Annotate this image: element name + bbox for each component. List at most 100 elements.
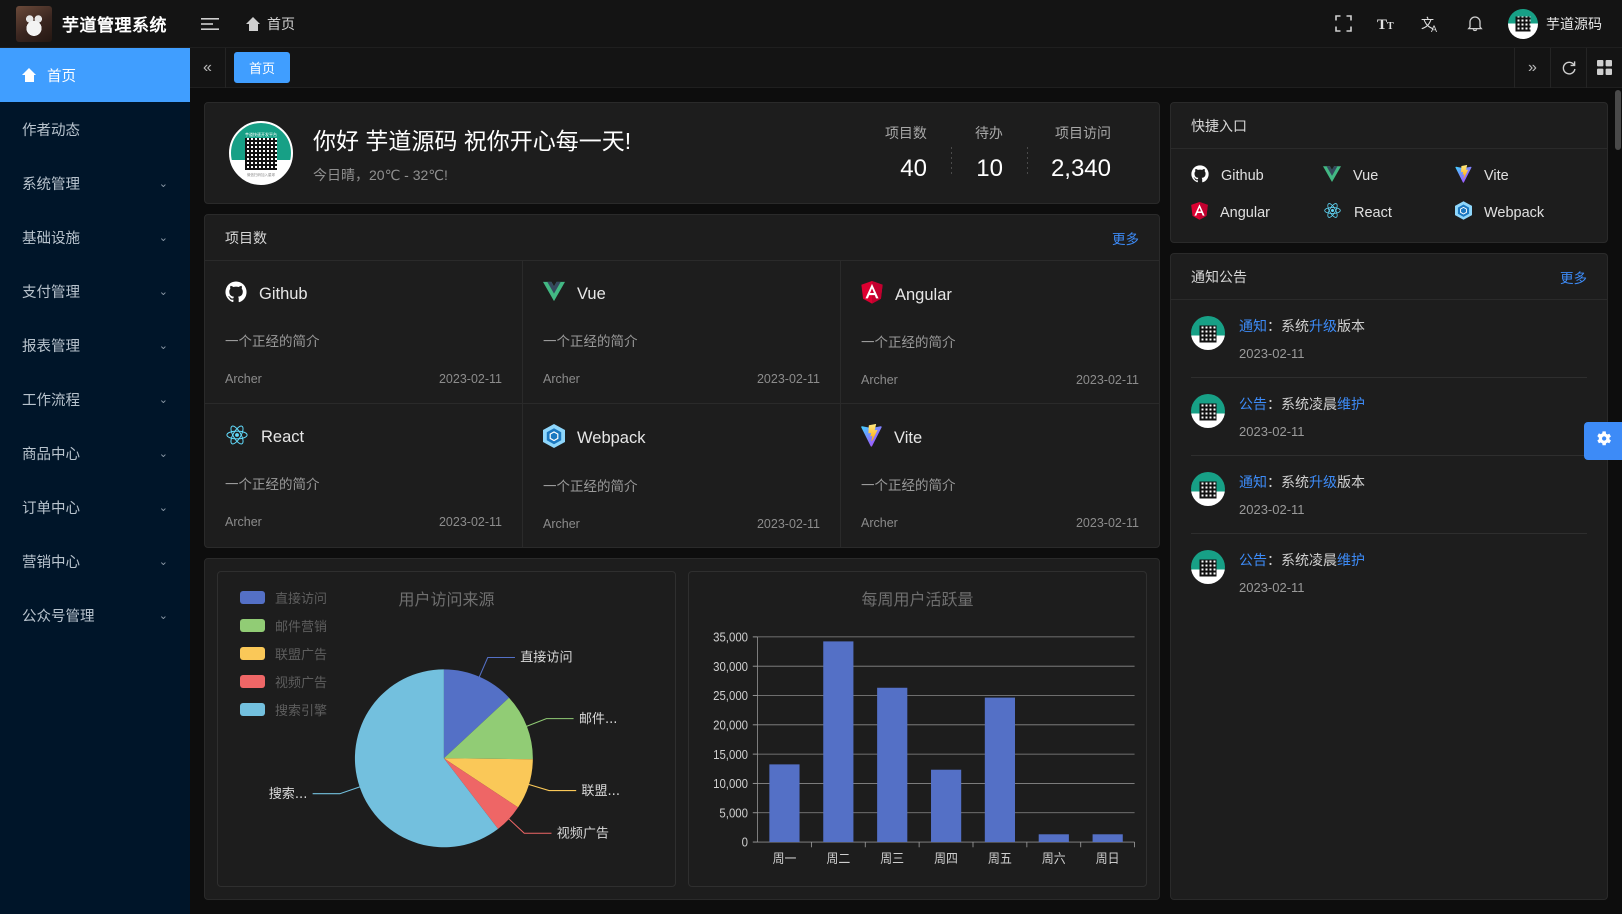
project-card-react[interactable]: React 一个正经的简介 Archer 2023-02-11 (205, 404, 523, 547)
legend-item[interactable]: 直接访问 (240, 588, 327, 607)
notice-date: 2023-02-11 (1239, 502, 1305, 517)
project-card-vue[interactable]: Vue 一个正经的简介 Archer 2023-02-11 (523, 261, 841, 404)
translate-icon[interactable]: 文 A (1410, 0, 1452, 48)
sidebar-item-infra[interactable]: 基础设施 ⌄ (0, 210, 190, 264)
sidebar-item-workflow[interactable]: 工作流程 ⌄ (0, 372, 190, 426)
pie-slice[interactable] (443, 697, 533, 760)
legend-item[interactable]: 联盟广告 (240, 644, 327, 663)
project-desc: 一个正经的简介 (861, 478, 956, 493)
pie-callout-label: 联盟... (581, 783, 620, 799)
page-scrollbar-thumb[interactable] (1615, 90, 1621, 150)
legend-label: 邮件营销 (275, 619, 328, 634)
font-size-icon[interactable]: T T (1366, 0, 1408, 48)
notice-item[interactable]: 公告：系统凌晨维护 2023-02-11 (1191, 533, 1587, 611)
projects-card: 项目数 更多 Github 一个正 (204, 214, 1160, 548)
refresh-icon[interactable] (1550, 47, 1586, 88)
projects-header: 项目数 更多 (205, 215, 1159, 261)
bar-chart-title: 每周用户活跃量 (861, 592, 974, 609)
breadcrumb-home[interactable]: 首页 (236, 0, 305, 48)
project-card-vite[interactable]: Vite 一个正经的简介 Archer 2023-02-11 (841, 404, 1159, 547)
notice-type: 公告 (1239, 396, 1267, 412)
sidebar-item-mp[interactable]: 公众号管理 ⌄ (0, 588, 190, 642)
content: 芋道快速开发平台 微信扫码加入星球 你好 芋道源码 祝你开心每一天! 今日晴，2… (190, 88, 1622, 914)
notice-avatar (1191, 394, 1225, 428)
notices-more-link[interactable]: 更多 (1560, 270, 1587, 286)
quick-link-github[interactable]: Github (1191, 165, 1323, 187)
projects-more-link[interactable]: 更多 (1112, 231, 1139, 247)
notice-keyword: 升级 (1309, 318, 1337, 334)
pie-chart: 用户访问来源 直接访问 邮件营销 (217, 571, 676, 887)
main-area: « 首页 » (190, 47, 1622, 914)
bar[interactable] (931, 769, 962, 843)
fullscreen-icon[interactable] (1322, 0, 1364, 48)
bar[interactable] (877, 687, 908, 843)
sidebar-item-author-news[interactable]: 作者动态 (0, 102, 190, 156)
grid-icon[interactable] (1586, 47, 1622, 88)
quick-link-label: React (1354, 204, 1392, 221)
sidebar-item-system[interactable]: 系统管理 ⌄ (0, 156, 190, 210)
project-name: Webpack (577, 429, 646, 447)
user-menu[interactable]: 芋道源码 (1498, 0, 1608, 48)
pie-slice[interactable] (354, 669, 499, 848)
pie-slice[interactable] (443, 758, 533, 808)
sidebar-item-marketing[interactable]: 营销中心 ⌄ (0, 534, 190, 588)
sidebar-item-label: 订单中心 (22, 500, 80, 517)
right-column: 快捷入口 Github (1170, 102, 1608, 900)
stat-label: 待办 (974, 125, 1003, 141)
legend-item[interactable]: 邮件营销 (240, 616, 327, 635)
quick-link-angular[interactable]: Angular (1191, 201, 1323, 224)
notice-item[interactable]: 通知：系统升级版本 2023-02-11 (1191, 455, 1587, 533)
project-name: Vite (894, 428, 923, 447)
hamburger-icon[interactable] (190, 0, 230, 48)
notices-title: 通知公告 (1191, 268, 1247, 285)
tab-home[interactable]: 首页 (234, 52, 291, 83)
bar[interactable] (1092, 834, 1123, 843)
quick-link-vite[interactable]: Vite (1455, 164, 1587, 187)
pie-slice[interactable] (443, 669, 510, 759)
project-date: 2023-02-11 (1075, 373, 1139, 387)
sidebar-item-report[interactable]: 报表管理 ⌄ (0, 318, 190, 372)
chevron-down-icon: ⌄ (158, 501, 168, 514)
sidebar-item-label: 商品中心 (22, 446, 80, 463)
notice-title: 通知：系统升级版本 (1239, 316, 1365, 336)
sidebar-item-order[interactable]: 订单中心 ⌄ (0, 480, 190, 534)
quick-link-label: Github (1221, 168, 1264, 184)
quick-link-vue[interactable]: Vue (1323, 165, 1455, 187)
quick-link-react[interactable]: React (1323, 201, 1455, 224)
bar[interactable] (823, 641, 854, 843)
bar-chart-canvas: 0 5,000 10,000 15,000 20,000 25,000 30,000 35,0… (713, 630, 1136, 866)
project-card-webpack[interactable]: Webpack 一个正经的简介 Archer 2023-02-11 (523, 404, 841, 547)
legend-swatch (240, 591, 265, 604)
legend-item[interactable]: 视频广告 (240, 672, 327, 691)
chevron-double-left-icon[interactable]: « (190, 47, 226, 88)
bar[interactable] (1038, 834, 1069, 843)
svg-text:T: T (1387, 21, 1394, 32)
qr-code-icon (245, 138, 277, 171)
pie-slice[interactable] (443, 758, 519, 829)
project-name: React (261, 428, 305, 446)
sidebar-item-home[interactable]: 首页 (0, 48, 190, 102)
stat-label: 项目访问 (1055, 125, 1111, 141)
bar[interactable] (769, 764, 800, 843)
github-icon (1191, 165, 1209, 187)
bell-icon[interactable] (1454, 0, 1496, 48)
brand[interactable]: 芋道管理系统 (0, 5, 190, 42)
sidebar-item-product[interactable]: 商品中心 ⌄ (0, 426, 190, 480)
project-card-github[interactable]: Github 一个正经的简介 Archer 2023-02-11 (205, 261, 523, 404)
pie-chart-title: 用户访问来源 (398, 592, 495, 609)
pie-callout-line (478, 656, 515, 679)
notice-item[interactable]: 公告：系统凌晨维护 2023-02-11 (1191, 377, 1587, 455)
settings-fab-button[interactable] (1584, 422, 1622, 460)
chevron-double-right-icon[interactable]: » (1514, 47, 1550, 88)
notice-title: 公告：系统凌晨维护 (1239, 394, 1365, 414)
bar[interactable] (984, 697, 1015, 843)
project-card-angular[interactable]: Angular 一个正经的简介 Archer 2023-02-11 (841, 261, 1159, 404)
legend-label: 搜索引擎 (275, 703, 328, 718)
quick-link-webpack[interactable]: Webpack (1455, 201, 1587, 224)
notice-item[interactable]: 通知：系统升级版本 2023-02-11 (1191, 300, 1587, 377)
project-desc: 一个正经的简介 (543, 334, 638, 349)
notice-mid: ：系统 (1267, 474, 1309, 490)
sidebar-item-payment[interactable]: 支付管理 ⌄ (0, 264, 190, 318)
legend-item[interactable]: 搜索引擎 (240, 700, 327, 719)
project-desc: 一个正经的简介 (543, 479, 638, 494)
